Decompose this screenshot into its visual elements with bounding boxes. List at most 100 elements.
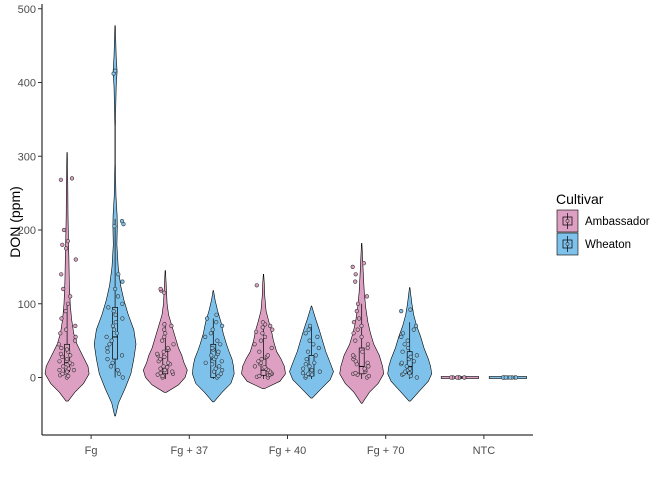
data-point xyxy=(303,362,308,367)
data-point xyxy=(203,334,208,340)
series-wheaton xyxy=(93,25,527,417)
data-point xyxy=(114,331,119,336)
data-point xyxy=(170,369,175,374)
data-point xyxy=(116,272,121,277)
data-point xyxy=(260,320,266,325)
data-point xyxy=(301,366,306,371)
data-point xyxy=(72,338,78,343)
data-point xyxy=(215,338,220,343)
data-point xyxy=(454,375,460,380)
data-point xyxy=(252,364,257,369)
data-point xyxy=(402,342,407,347)
series-ambassador xyxy=(44,152,479,404)
y-tick-label: 300 xyxy=(18,151,36,163)
data-point xyxy=(303,331,308,336)
data-point xyxy=(59,272,64,277)
legend-swatch-point xyxy=(565,242,570,246)
data-point xyxy=(400,349,405,354)
data-point xyxy=(316,345,321,351)
data-point xyxy=(61,364,66,369)
data-point xyxy=(107,342,112,347)
data-point xyxy=(306,327,311,332)
y-axis-title: DON (ppm) xyxy=(7,186,23,258)
data-point xyxy=(265,353,270,358)
x-axis-ticks: Fg Fg + 37 Fg + 40 Fg + 70 NTC xyxy=(85,435,495,457)
data-point xyxy=(268,323,273,329)
data-point xyxy=(161,349,166,354)
data-point xyxy=(405,338,410,343)
data-point xyxy=(462,375,467,380)
data-point xyxy=(405,345,411,351)
y-tick-label: 400 xyxy=(18,78,36,90)
y-tick-label: 0 xyxy=(30,373,36,385)
data-point xyxy=(259,357,264,362)
data-point xyxy=(105,357,110,362)
data-point xyxy=(165,365,170,370)
data-point xyxy=(257,349,262,354)
data-point xyxy=(217,364,222,369)
data-point xyxy=(258,338,264,343)
data-point xyxy=(351,353,356,358)
data-point xyxy=(68,353,73,358)
data-point xyxy=(59,345,64,351)
data-point xyxy=(162,368,167,373)
data-point xyxy=(413,323,419,329)
data-point xyxy=(61,286,66,292)
data-point xyxy=(218,371,223,376)
data-point xyxy=(169,323,174,329)
data-point xyxy=(366,364,371,369)
data-point xyxy=(210,362,215,367)
data-point xyxy=(73,323,78,329)
data-point xyxy=(262,334,268,340)
data-point xyxy=(120,279,125,284)
data-point xyxy=(262,365,267,370)
data-point xyxy=(210,327,215,332)
data-point xyxy=(351,320,357,325)
data-point xyxy=(63,246,69,251)
data-point xyxy=(214,312,219,317)
data-point xyxy=(254,283,259,288)
data-point xyxy=(162,327,167,332)
data-point xyxy=(353,279,358,284)
data-point xyxy=(119,219,125,224)
data-point xyxy=(307,323,313,329)
y-axis-ticks: 0 100 200 300 400 500 xyxy=(18,4,42,385)
data-point xyxy=(351,331,356,336)
data-point xyxy=(66,373,71,379)
data-point xyxy=(111,309,116,314)
data-point xyxy=(365,342,371,347)
data-point xyxy=(213,354,219,360)
data-point xyxy=(158,371,163,376)
data-point xyxy=(110,360,115,365)
data-point xyxy=(120,316,125,321)
data-point xyxy=(209,353,214,358)
data-point xyxy=(57,368,62,373)
data-point xyxy=(162,354,167,360)
data-point xyxy=(111,327,117,332)
data-point xyxy=(313,353,318,358)
data-point xyxy=(63,309,68,314)
legend-key-wheaton: Wheaton xyxy=(556,232,631,256)
data-point xyxy=(254,329,259,334)
data-point xyxy=(361,261,367,266)
data-point xyxy=(220,323,225,329)
data-point xyxy=(309,368,314,373)
data-point xyxy=(158,357,163,362)
data-point xyxy=(112,68,118,73)
data-point xyxy=(58,331,63,336)
data-point xyxy=(365,345,370,351)
data-point xyxy=(404,364,409,369)
data-point xyxy=(407,366,413,371)
data-point xyxy=(304,357,309,362)
data-point xyxy=(162,334,167,340)
data-point xyxy=(64,347,69,352)
data-point xyxy=(65,239,70,244)
data-point xyxy=(305,349,311,354)
data-point xyxy=(218,342,223,347)
data-point xyxy=(300,371,306,376)
data-point xyxy=(270,327,275,332)
legend-swatch-box xyxy=(562,216,573,226)
data-point xyxy=(364,294,370,299)
legend-label: Ambassador xyxy=(585,216,650,228)
